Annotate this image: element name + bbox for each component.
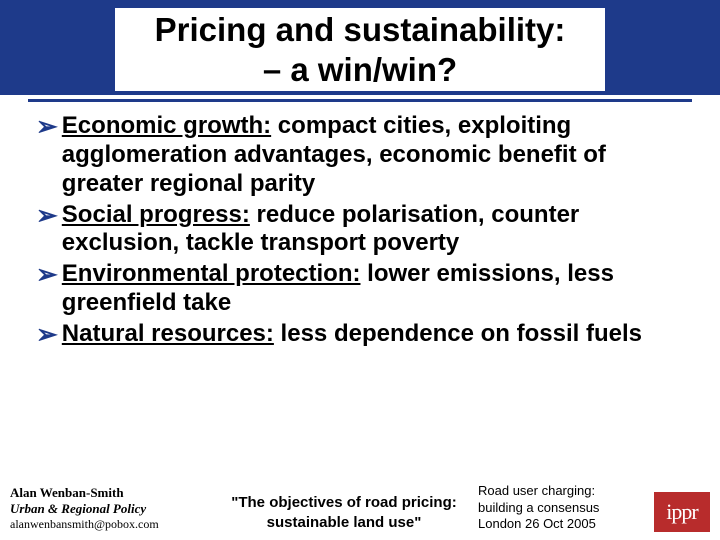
bullet-text: Natural resources: less dependence on fo…: [62, 320, 642, 349]
bullet-rest: less dependence on fossil fuels: [274, 320, 642, 347]
event-line-1: Road user charging:: [478, 483, 648, 499]
footer-event-block: Road user charging: building a consensus…: [478, 483, 648, 532]
bullet-marker-icon: ➢: [36, 260, 58, 290]
ippr-logo: ippr: [654, 492, 710, 532]
footer: Alan Wenban-Smith Urban & Regional Polic…: [0, 483, 720, 532]
slide-title: Pricing and sustainability: – a win/win?: [115, 8, 606, 91]
title-band: Pricing and sustainability: – a win/win?: [0, 0, 720, 95]
footer-center-caption: "The objectives of road pricing: sustain…: [210, 493, 478, 532]
bullet-lead: Environmental protection:: [62, 260, 361, 287]
footer-author-block: Alan Wenban-Smith Urban & Regional Polic…: [10, 485, 210, 533]
bullet-item: ➢ Natural resources: less dependence on …: [36, 320, 688, 350]
bullet-text: Environmental protection: lower emission…: [62, 260, 688, 318]
bullet-item: ➢ Social progress: reduce polarisation, …: [36, 201, 688, 259]
author-role: Urban & Regional Policy: [10, 501, 210, 517]
bullet-item: ➢ Environmental protection: lower emissi…: [36, 260, 688, 318]
event-line-2: building a consensus: [478, 500, 648, 516]
bullet-text: Economic growth: compact cities, exploit…: [62, 112, 688, 198]
center-line-1: "The objectives of road pricing:: [210, 493, 478, 513]
bullet-marker-icon: ➢: [36, 112, 58, 142]
title-underline: [28, 99, 692, 102]
bullet-marker-icon: ➢: [36, 320, 58, 350]
author-email: alanwenbansmith@pobox.com: [10, 517, 210, 532]
logo-text: ippr: [666, 499, 697, 525]
bullet-text: Social progress: reduce polarisation, co…: [62, 201, 688, 259]
bullet-lead: Social progress:: [62, 201, 250, 228]
title-line-1: Pricing and sustainability:: [155, 11, 566, 48]
content-area: ➢ Economic growth: compact cities, explo…: [0, 112, 720, 349]
center-line-2: sustainable land use": [210, 513, 478, 533]
bullet-item: ➢ Economic growth: compact cities, explo…: [36, 112, 688, 198]
title-line-2: – a win/win?: [263, 51, 457, 88]
author-name: Alan Wenban-Smith: [10, 485, 210, 501]
bullet-lead: Natural resources:: [62, 320, 274, 347]
event-line-3: London 26 Oct 2005: [478, 516, 648, 532]
bullet-marker-icon: ➢: [36, 201, 58, 231]
bullet-lead: Economic growth:: [62, 112, 271, 139]
